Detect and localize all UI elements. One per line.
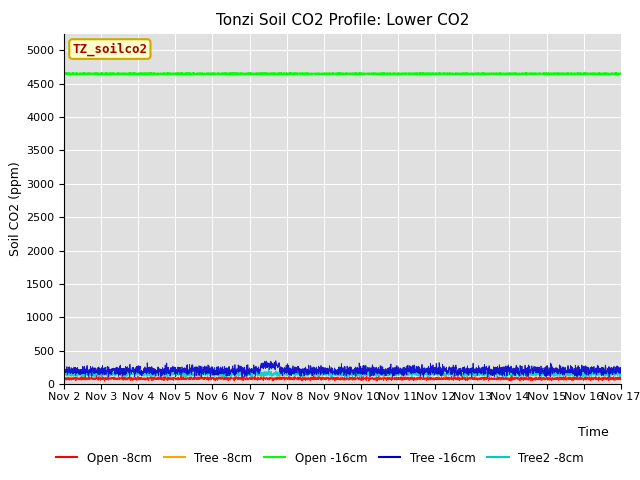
Legend: Open -8cm, Tree -8cm, Open -16cm, Tree -16cm, Tree2 -8cm: Open -8cm, Tree -8cm, Open -16cm, Tree -… (51, 447, 589, 469)
X-axis label: Time: Time (577, 426, 609, 439)
Title: Tonzi Soil CO2 Profile: Lower CO2: Tonzi Soil CO2 Profile: Lower CO2 (216, 13, 469, 28)
Y-axis label: Soil CO2 (ppm): Soil CO2 (ppm) (9, 161, 22, 256)
Text: TZ_soilco2: TZ_soilco2 (72, 42, 147, 56)
